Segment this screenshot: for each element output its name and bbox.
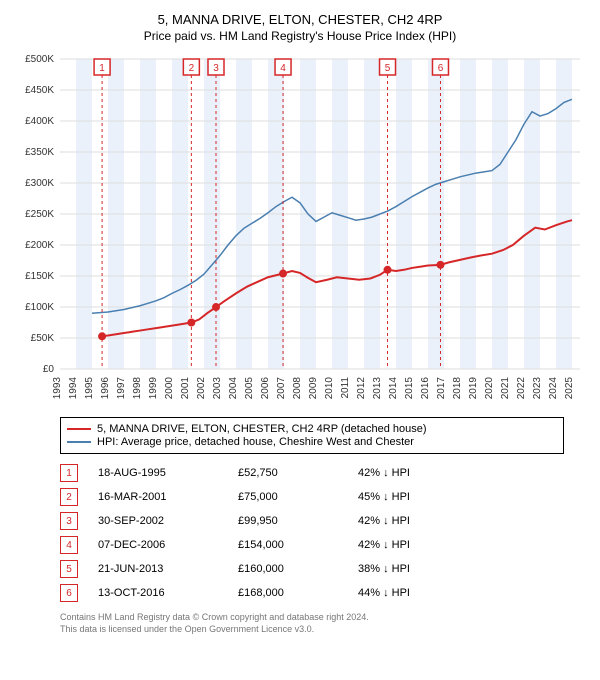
svg-text:2017: 2017 (436, 377, 447, 400)
svg-text:2019: 2019 (468, 377, 479, 400)
svg-text:2021: 2021 (500, 377, 511, 400)
transaction-delta: 44% ↓ HPI (358, 587, 478, 599)
svg-text:£350K: £350K (25, 147, 54, 158)
svg-text:2013: 2013 (372, 377, 383, 400)
svg-text:1996: 1996 (100, 377, 111, 400)
transaction-date: 21-JUN-2013 (98, 563, 238, 575)
svg-text:2008: 2008 (292, 377, 303, 400)
transaction-marker: 1 (60, 464, 78, 482)
copyright-footnote: Contains HM Land Registry data © Crown c… (60, 612, 590, 635)
svg-text:2023: 2023 (532, 377, 543, 400)
transaction-delta: 45% ↓ HPI (358, 491, 478, 503)
svg-text:1995: 1995 (84, 377, 95, 400)
transaction-marker: 5 (60, 560, 78, 578)
svg-text:1994: 1994 (68, 377, 79, 400)
svg-text:2016: 2016 (420, 377, 431, 400)
legend-row: HPI: Average price, detached house, Ches… (67, 436, 557, 448)
svg-text:4: 4 (280, 63, 286, 74)
table-row: 5 21-JUN-2013£160,00038% ↓ HPI (60, 560, 590, 578)
svg-text:2014: 2014 (388, 377, 399, 400)
svg-text:2011: 2011 (340, 377, 351, 399)
transaction-delta: 42% ↓ HPI (358, 539, 478, 551)
svg-text:£250K: £250K (25, 209, 54, 220)
svg-text:1993: 1993 (52, 377, 63, 400)
transaction-price: £160,000 (238, 563, 358, 575)
svg-text:£150K: £150K (25, 271, 54, 282)
svg-text:2010: 2010 (324, 377, 335, 400)
svg-text:£200K: £200K (25, 240, 54, 251)
svg-text:2020: 2020 (484, 377, 495, 400)
legend-row: 5, MANNA DRIVE, ELTON, CHESTER, CH2 4RP … (67, 423, 557, 435)
transaction-price: £168,000 (238, 587, 358, 599)
transactions-table: 118-AUG-1995£52,75042% ↓ HPI216-MAR-2001… (60, 464, 590, 602)
svg-text:2009: 2009 (308, 377, 319, 400)
footnote-line: Contains HM Land Registry data © Crown c… (60, 612, 590, 624)
table-row: 1 18-AUG-1995£52,75042% ↓ HPI (60, 464, 590, 482)
legend-label: 5, MANNA DRIVE, ELTON, CHESTER, CH2 4RP … (97, 423, 427, 435)
transaction-delta: 42% ↓ HPI (358, 515, 478, 527)
svg-text:2025: 2025 (564, 377, 575, 400)
svg-text:1999: 1999 (148, 377, 159, 400)
svg-text:2: 2 (189, 63, 195, 74)
transaction-marker: 6 (60, 584, 78, 602)
chart-subtitle: Price paid vs. HM Land Registry's House … (10, 29, 590, 43)
svg-text:2000: 2000 (164, 377, 175, 400)
svg-text:2024: 2024 (548, 377, 559, 400)
transaction-date: 07-DEC-2006 (98, 539, 238, 551)
svg-text:£500K: £500K (25, 54, 54, 65)
svg-text:2002: 2002 (196, 377, 207, 400)
transaction-delta: 42% ↓ HPI (358, 467, 478, 479)
svg-text:2001: 2001 (180, 377, 191, 400)
svg-text:2022: 2022 (516, 377, 527, 400)
legend-swatch (67, 428, 91, 430)
transaction-date: 30-SEP-2002 (98, 515, 238, 527)
transaction-delta: 38% ↓ HPI (358, 563, 478, 575)
legend-swatch (67, 441, 91, 443)
table-row: 4 07-DEC-2006£154,00042% ↓ HPI (60, 536, 590, 554)
svg-text:£400K: £400K (25, 116, 54, 127)
svg-text:2004: 2004 (228, 377, 239, 400)
transaction-price: £154,000 (238, 539, 358, 551)
svg-text:1997: 1997 (116, 377, 127, 400)
transaction-price: £99,950 (238, 515, 358, 527)
svg-text:£450K: £450K (25, 85, 54, 96)
transaction-date: 16-MAR-2001 (98, 491, 238, 503)
transaction-marker: 4 (60, 536, 78, 554)
svg-text:2012: 2012 (356, 377, 367, 400)
transaction-date: 18-AUG-1995 (98, 467, 238, 479)
svg-text:1: 1 (99, 63, 105, 74)
table-row: 6 13-OCT-2016£168,00044% ↓ HPI (60, 584, 590, 602)
svg-text:5: 5 (385, 63, 391, 74)
svg-text:2003: 2003 (212, 377, 223, 400)
footnote-line: This data is licensed under the Open Gov… (60, 624, 590, 636)
svg-text:2007: 2007 (276, 377, 287, 400)
chart-legend: 5, MANNA DRIVE, ELTON, CHESTER, CH2 4RP … (60, 417, 564, 454)
transaction-marker: 3 (60, 512, 78, 530)
transaction-price: £75,000 (238, 491, 358, 503)
svg-text:£100K: £100K (25, 302, 54, 313)
svg-text:2018: 2018 (452, 377, 463, 400)
price-vs-hpi-chart: £0 £50K £100K £150K £200K £250K £300K £350K £400… (10, 49, 590, 409)
table-row: 3 30-SEP-2002£99,95042% ↓ HPI (60, 512, 590, 530)
svg-text:2006: 2006 (260, 377, 271, 400)
table-row: 2 16-MAR-2001£75,00045% ↓ HPI (60, 488, 590, 506)
svg-text:£0: £0 (43, 364, 55, 375)
transaction-date: 13-OCT-2016 (98, 587, 238, 599)
svg-text:6: 6 (438, 63, 444, 74)
svg-text:3: 3 (213, 63, 219, 74)
chart-title: 5, MANNA DRIVE, ELTON, CHESTER, CH2 4RP (10, 12, 590, 27)
svg-text:£300K: £300K (25, 178, 54, 189)
svg-text:2005: 2005 (244, 377, 255, 400)
svg-text:1998: 1998 (132, 377, 143, 400)
svg-text:£50K: £50K (31, 333, 55, 344)
transaction-marker: 2 (60, 488, 78, 506)
svg-text:2015: 2015 (404, 377, 415, 400)
legend-label: HPI: Average price, detached house, Ches… (97, 436, 414, 448)
transaction-price: £52,750 (238, 467, 358, 479)
